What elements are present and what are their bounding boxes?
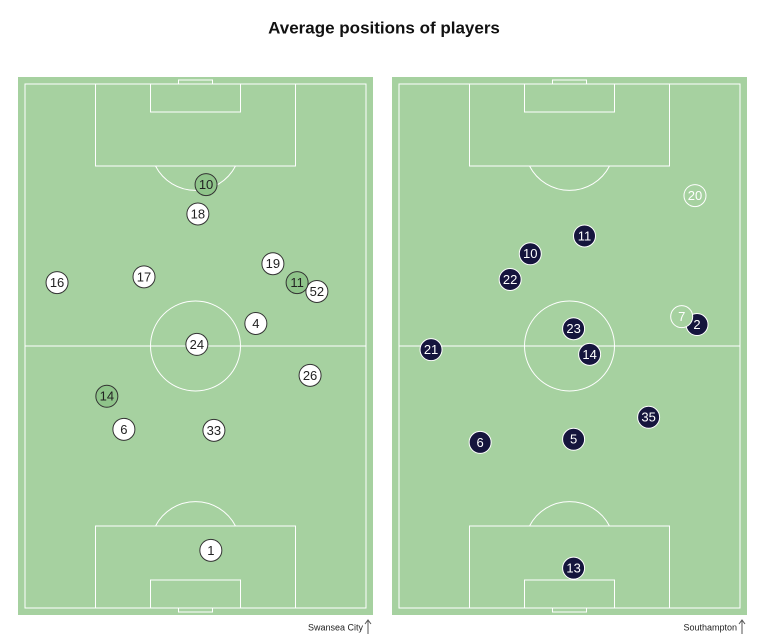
player-number: 14: [100, 389, 114, 404]
player-marker: [562, 317, 586, 341]
center-circle: [524, 300, 615, 392]
player-marker: [578, 342, 602, 366]
penalty-arc: [529, 501, 610, 527]
player-marker: [518, 242, 542, 266]
player-number: 20: [688, 188, 702, 203]
player-marker: [637, 405, 661, 429]
player-number: 22: [503, 272, 517, 287]
penalty-arc: [529, 165, 610, 191]
team-name: Southampton: [683, 622, 737, 632]
player-marker: [132, 265, 156, 289]
player-marker: [261, 252, 285, 276]
player-number: 26: [303, 368, 317, 383]
player-number: 18: [191, 206, 205, 221]
player-marker: [670, 305, 694, 329]
player-marker: [45, 271, 69, 295]
player-number: 52: [310, 284, 324, 299]
player-number: 11: [290, 275, 304, 290]
player-number: 6: [477, 435, 484, 450]
player-marker: [285, 271, 309, 295]
player-marker: [194, 173, 218, 197]
player-number: 13: [566, 561, 580, 576]
player-number: 4: [252, 316, 259, 331]
goal: [178, 79, 213, 85]
player-number: 14: [582, 347, 596, 362]
player-number: 23: [566, 321, 580, 336]
player-marker: [468, 430, 492, 454]
player-marker: [112, 417, 136, 441]
player-number: 19: [266, 256, 280, 271]
title: Average positions of players: [268, 18, 500, 37]
player-marker: [562, 556, 586, 580]
player-marker: [305, 280, 329, 304]
player-marker: [186, 202, 210, 226]
player-number: 16: [50, 275, 64, 290]
goal: [178, 607, 213, 613]
attack-direction-arrow: [364, 619, 372, 634]
player-number: 35: [641, 410, 655, 425]
player-number: 17: [137, 269, 151, 284]
player-marker: [202, 418, 226, 442]
player-marker: [298, 363, 322, 387]
player-number: 6: [120, 422, 127, 437]
penalty-arc: [155, 165, 236, 191]
team-name: Swansea City: [308, 622, 364, 632]
player-number: 24: [190, 337, 204, 352]
player-number: 7: [678, 309, 685, 324]
pitch: [392, 77, 747, 615]
player-number: 21: [424, 342, 438, 357]
player-number: 5: [570, 432, 577, 447]
player-marker: [419, 338, 443, 362]
player-marker: [199, 538, 223, 562]
player-marker: [95, 384, 119, 408]
attack-direction-arrow: [738, 619, 746, 634]
goal: [552, 607, 587, 613]
goal: [552, 79, 587, 85]
player-marker: [573, 224, 597, 248]
player-number: 11: [578, 228, 592, 243]
player-number: 10: [523, 246, 537, 261]
player-marker: [683, 184, 707, 208]
player-marker: [185, 332, 209, 356]
player-marker: [562, 427, 586, 451]
player-number: 1: [207, 543, 214, 558]
player-marker: [244, 311, 268, 335]
penalty-arc: [155, 501, 236, 527]
player-number: 2: [693, 317, 700, 332]
center-circle: [150, 300, 241, 392]
player-marker: [498, 267, 522, 291]
player-number: 10: [199, 177, 213, 192]
player-number: 33: [207, 423, 221, 438]
